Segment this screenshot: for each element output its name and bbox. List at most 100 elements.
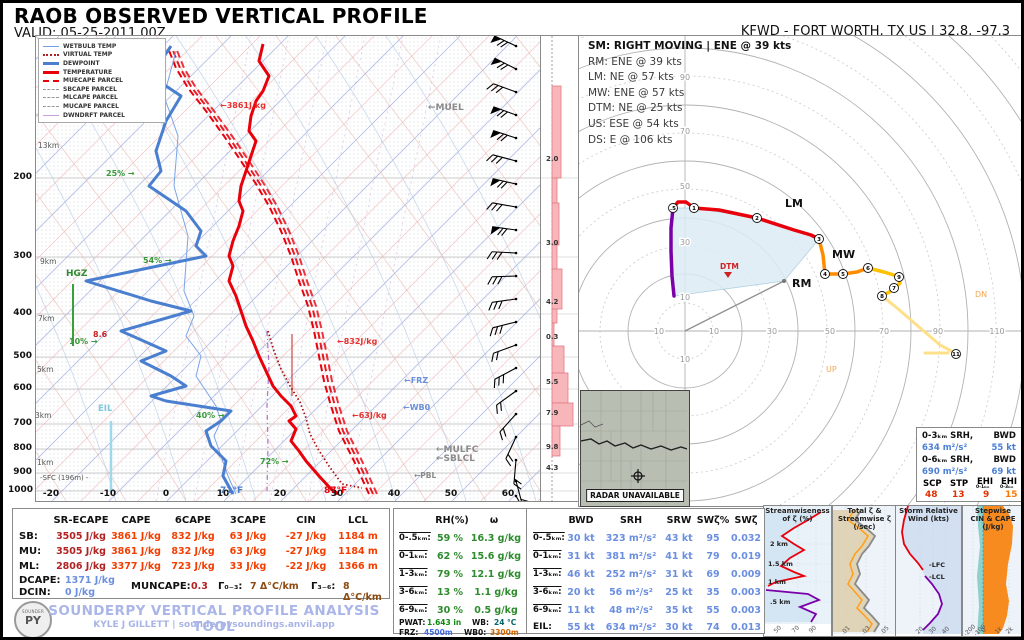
streamwiseness-plot: Streamwiseness of ζ (%) 2 km 1.5 km 1 km …: [763, 505, 832, 637]
stepwise-svg: [963, 506, 1023, 634]
pressure-tick: 300: [13, 251, 32, 261]
legend-label: MLCAPE PARCEL: [63, 94, 118, 102]
ehi1-header: EHI: [977, 477, 994, 487]
marker-label: 1: [692, 206, 696, 212]
marker-label: 8: [880, 294, 884, 300]
table-divider: [526, 509, 527, 633]
wind-barb-column: [485, 36, 538, 501]
parcel-profiles: [167, 47, 378, 495]
layer-label: 3-6ₖₘ:: [399, 587, 428, 597]
cape-max-label: ←3861J/kg: [220, 101, 266, 110]
plot-title: Stepwise: [975, 507, 1011, 515]
marker-label: 11: [952, 352, 960, 358]
skewt-svg: [36, 36, 541, 501]
hodograph-svg: .5 1 2 3 4 5 6 7 8 9 11 10 30 50 70 90 1…: [579, 36, 1023, 506]
ring-label: 50: [680, 182, 690, 191]
ring-label: 70: [680, 127, 690, 136]
legend-label: MUCAPE PARCEL: [63, 102, 119, 110]
lapse-value: 9.8: [546, 443, 559, 451]
sblcl-label: ←SBLCL: [436, 454, 475, 464]
srw-value: 25 kt: [665, 587, 693, 598]
cell: 33 J/kg: [229, 561, 267, 572]
temp-tick: -20: [42, 489, 60, 499]
temp-tick: 50: [444, 489, 458, 499]
ring-label: 10: [654, 327, 664, 336]
rh72-label: 72% →: [260, 457, 289, 466]
col-header: SWζ%: [696, 515, 730, 526]
layer-label: 6-9ₖₘ:: [533, 605, 562, 615]
km-label: 2 km: [770, 540, 788, 548]
up-label: UP: [826, 365, 837, 374]
stp-header: STP: [950, 479, 969, 489]
layer-label: 0-.5ₖₘ:: [533, 533, 565, 543]
cell: -22 J/kg: [285, 561, 327, 572]
dcape-value: 1371 J/kg: [65, 575, 115, 586]
height-label: 13km: [38, 141, 60, 150]
height-label: 7km: [38, 314, 55, 323]
legend-label: MUECAPE PARCEL: [63, 77, 124, 85]
layer-label: 1-3ₖₘ:: [399, 569, 428, 579]
plot-title: CIN & CAPE: [970, 515, 1016, 523]
dtm-triangle-icon: [724, 272, 732, 278]
cell: 63 J/kg: [229, 546, 267, 557]
ring-label: 10: [709, 327, 719, 336]
gamma03-label: Γ₀₋₃:: [218, 581, 243, 592]
srh-value: 56 m²/s²: [609, 587, 653, 598]
omega-value: 15.6 g/kg: [470, 551, 522, 562]
srh-0-3-header: 0-3ₖₘ SRH,: [922, 431, 974, 441]
lapse-value: 2.0: [546, 155, 559, 163]
omega-value: 1.1 g/kg: [474, 587, 518, 598]
lapse-bars: [551, 85, 574, 457]
pressure-tick: 1000: [8, 485, 34, 495]
wetbulb-line-sample: [43, 45, 59, 47]
bwd-value: 55 kt: [567, 622, 595, 633]
rh40-label: 40% →: [196, 411, 225, 420]
ehi3-sub: 0-3ₖₘ: [1000, 485, 1014, 490]
km-label: 1 km: [768, 578, 786, 586]
logo-py-text: PY: [24, 614, 42, 627]
col-header: 6CAPE: [174, 515, 212, 526]
srh-0-6-value: 690 m²/s²: [922, 467, 968, 477]
lapse-value: 7.9: [546, 409, 559, 417]
table-row: MU: 3505 J/kg 3861 J/kg 832 J/kg 63 J/kg…: [13, 546, 389, 559]
dcape-label: DCAPE:: [19, 575, 61, 586]
marker-label: 9: [897, 275, 901, 281]
pwat-label: PWAT:: [399, 618, 426, 627]
rh-value: 79 %: [436, 569, 464, 580]
dewpoint-line: [84, 45, 235, 495]
plot-title: (/sec): [853, 523, 876, 531]
plot-title: of ζ (%): [782, 515, 813, 523]
bwd-0-6-value: 69 kt: [991, 467, 1016, 477]
srh-value: 48 m²/s²: [609, 605, 653, 616]
cell: -27 J/kg: [285, 531, 327, 542]
footer-title: SOUNDERPY VERTICAL PROFILE ANALYSIS TOOL: [48, 603, 380, 635]
cape6-label: ←832J/kg: [337, 337, 378, 346]
layer-label: 0-1ₖₘ:: [399, 551, 428, 561]
layer-label: 1-3ₖₘ:: [533, 569, 562, 579]
stepwise-cape-area: [983, 506, 1013, 634]
col-header: SRH: [619, 515, 643, 526]
storm-motion-block: SM: RIGHT MOVING | ENE @ 39 kts RM: ENE …: [588, 39, 791, 148]
dewpoint-line-sample: [43, 61, 59, 65]
ehi1-sub: 0-1ₖₘ: [976, 485, 990, 490]
cape3-label: ←63J/kg: [352, 411, 387, 420]
ring-label: 10: [680, 355, 690, 364]
marker-label: .5: [670, 206, 676, 212]
temp-tick: -10: [99, 489, 117, 499]
lcl-label: -LCL: [929, 573, 945, 581]
srw-lower-curve: [922, 575, 943, 631]
swzeta-pct-value: 35: [706, 587, 720, 598]
bwd-header: BWD: [993, 455, 1016, 465]
marker-label: 5: [841, 272, 845, 278]
layer-label: 0-1ₖₘ:: [533, 551, 562, 561]
cell: 2806 J/kg: [56, 561, 106, 572]
rh-value: 59 %: [436, 533, 464, 544]
legend-label: DEWPOINT: [63, 59, 100, 67]
thermo-header-row: SR-ECAPE CAPE 6CAPE 3CAPE CIN LCL: [13, 515, 389, 528]
surface-temp-label: 87°F: [324, 486, 348, 496]
srw-value: 30 kt: [665, 622, 693, 633]
srh-value: 323 m²/s²: [605, 533, 657, 544]
ring-label: 50: [825, 327, 835, 336]
frz-kv-label: FRZ:: [399, 628, 419, 637]
marker-label: 6: [866, 266, 870, 272]
